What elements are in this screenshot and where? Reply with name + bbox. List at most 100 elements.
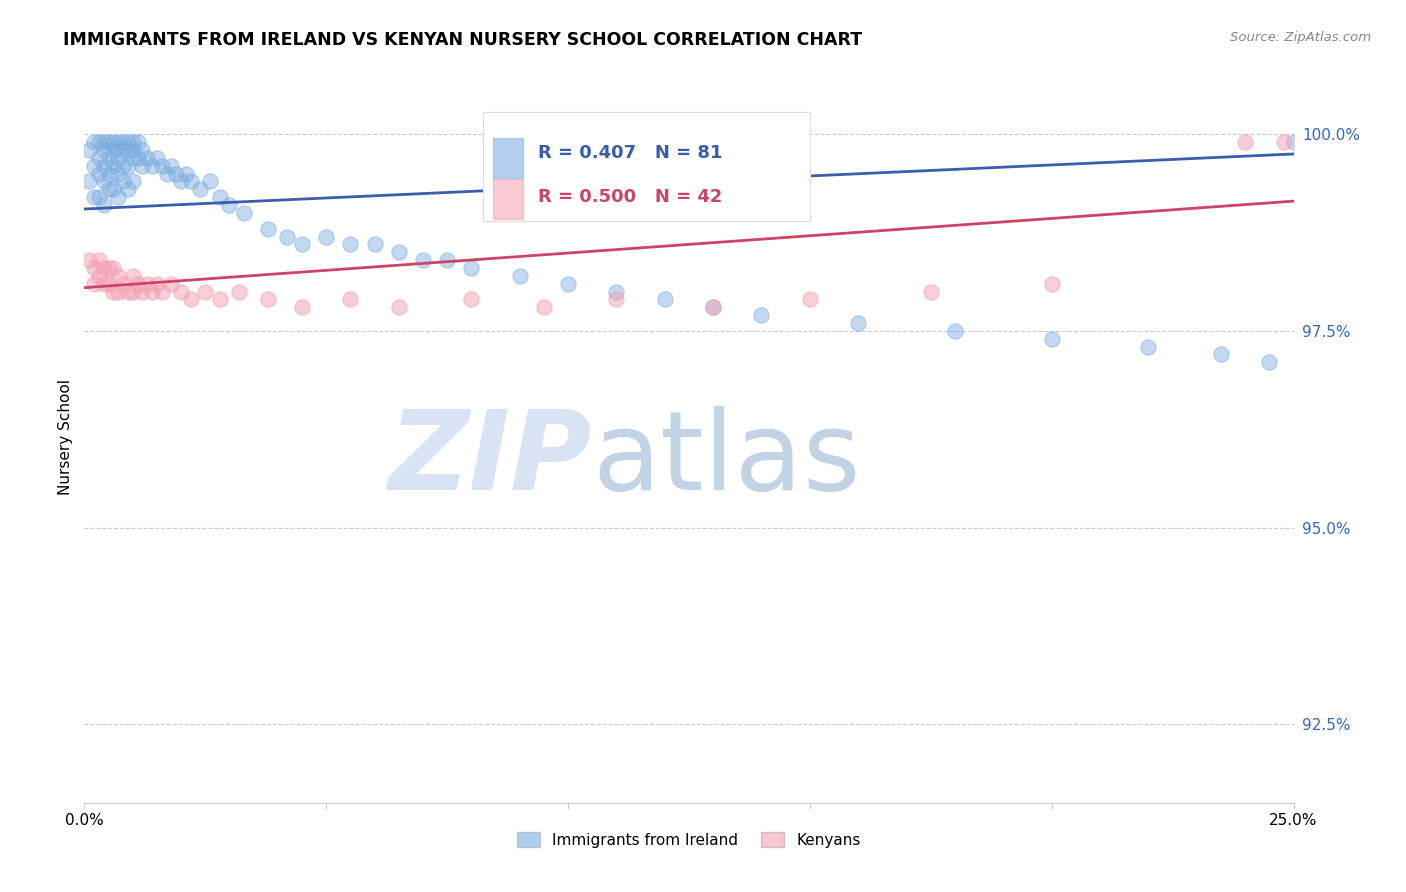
Point <box>799 293 821 307</box>
Point <box>93 143 115 157</box>
Point <box>83 260 105 275</box>
Point <box>112 174 135 188</box>
Point <box>180 293 202 307</box>
Point <box>87 268 110 283</box>
Point <box>112 159 135 173</box>
Point <box>943 324 966 338</box>
Point <box>131 143 153 157</box>
Point <box>83 277 105 291</box>
Point <box>87 151 110 165</box>
Point <box>150 159 173 173</box>
Point <box>557 277 579 291</box>
Point <box>77 174 100 188</box>
Point <box>1272 135 1295 149</box>
Point <box>97 151 120 165</box>
Point <box>107 143 129 157</box>
Text: IMMIGRANTS FROM IRELAND VS KENYAN NURSERY SCHOOL CORRELATION CHART: IMMIGRANTS FROM IRELAND VS KENYAN NURSER… <box>63 31 862 49</box>
Point <box>127 135 149 149</box>
Point <box>180 174 202 188</box>
Point <box>83 135 105 149</box>
Point <box>208 293 231 307</box>
Point <box>160 277 183 291</box>
Point <box>460 293 482 307</box>
Point <box>93 174 115 188</box>
FancyBboxPatch shape <box>494 137 523 178</box>
Text: ZIP: ZIP <box>388 406 592 513</box>
Point <box>131 159 153 173</box>
Point <box>150 285 173 299</box>
Point <box>436 253 458 268</box>
Point <box>112 277 135 291</box>
Point <box>121 151 143 165</box>
Point <box>117 285 139 299</box>
Point <box>83 190 105 204</box>
Point <box>103 182 125 196</box>
Point <box>103 260 125 275</box>
Text: atlas: atlas <box>592 406 860 513</box>
Point <box>412 253 434 268</box>
Legend: Immigrants from Ireland, Kenyans: Immigrants from Ireland, Kenyans <box>510 825 868 854</box>
Point <box>103 143 125 157</box>
Point <box>121 268 143 283</box>
Point <box>291 237 314 252</box>
Text: Source: ZipAtlas.com: Source: ZipAtlas.com <box>1230 31 1371 45</box>
Point <box>87 135 110 149</box>
Point <box>257 293 280 307</box>
Point <box>93 135 115 149</box>
Point <box>87 253 110 268</box>
Point <box>509 268 531 283</box>
Point <box>127 277 149 291</box>
Point <box>127 151 149 165</box>
Point <box>121 143 143 157</box>
Point <box>103 135 125 149</box>
Point <box>83 159 105 173</box>
Text: R = 0.407   N = 81: R = 0.407 N = 81 <box>538 145 723 162</box>
Point <box>97 182 120 196</box>
Point <box>87 167 110 181</box>
Point <box>87 190 110 204</box>
Point <box>117 182 139 196</box>
Point <box>131 285 153 299</box>
Text: R = 0.500   N = 42: R = 0.500 N = 42 <box>538 188 723 206</box>
Point <box>136 151 159 165</box>
Point <box>702 301 724 315</box>
Point <box>218 198 240 212</box>
Point <box>107 268 129 283</box>
Point <box>117 143 139 157</box>
Point <box>174 167 197 181</box>
Point <box>1282 135 1305 149</box>
Point <box>146 277 169 291</box>
Point <box>605 293 627 307</box>
Point <box>846 316 869 330</box>
Point <box>107 135 129 149</box>
Point <box>107 151 129 165</box>
FancyBboxPatch shape <box>484 112 810 221</box>
Point <box>194 285 217 299</box>
Point <box>257 221 280 235</box>
Point <box>77 253 100 268</box>
Point <box>107 167 129 181</box>
Point <box>93 198 115 212</box>
Point <box>97 135 120 149</box>
Point <box>141 285 163 299</box>
Point <box>121 285 143 299</box>
Point <box>208 190 231 204</box>
Point <box>363 237 385 252</box>
Point <box>103 159 125 173</box>
Point <box>533 301 555 315</box>
Point <box>1040 277 1063 291</box>
Point <box>388 245 411 260</box>
Point <box>146 151 169 165</box>
Point <box>198 174 221 188</box>
Point <box>97 260 120 275</box>
Point <box>228 285 250 299</box>
Point <box>170 285 193 299</box>
Point <box>103 285 125 299</box>
Point <box>77 143 100 157</box>
Point <box>170 174 193 188</box>
Point <box>654 293 676 307</box>
Point <box>121 135 143 149</box>
Point <box>1040 332 1063 346</box>
Point <box>93 277 115 291</box>
Point <box>117 159 139 173</box>
